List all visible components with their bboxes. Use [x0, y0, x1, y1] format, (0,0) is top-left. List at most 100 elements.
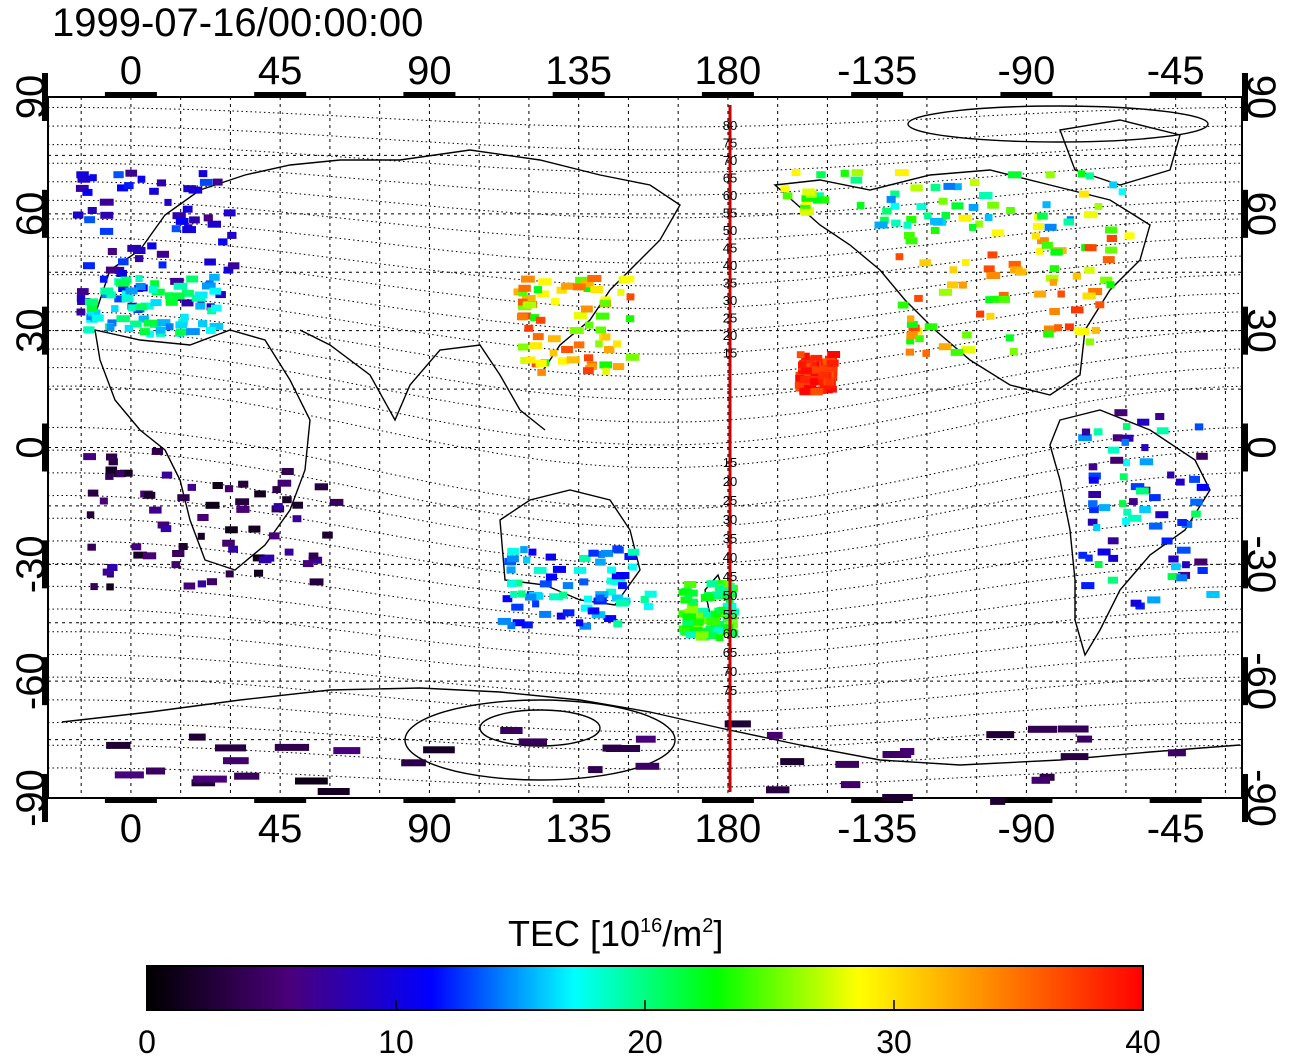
tec-cell: [401, 759, 426, 767]
tec-cell: [1167, 749, 1186, 757]
tec-cell: [1049, 308, 1060, 315]
tec-cell: [684, 608, 699, 616]
tec-cell: [1167, 573, 1181, 581]
tec-cell: [223, 209, 236, 217]
tec-cell: [796, 351, 805, 359]
magnetic-contour: [48, 144, 1243, 174]
tec-cell: [86, 304, 98, 312]
tec-cell: [591, 611, 606, 619]
tec-cell: [605, 745, 641, 752]
tec-cell: [715, 634, 724, 642]
tec-cell: [1189, 475, 1200, 483]
tec-cell: [557, 357, 570, 365]
tec-cell: [951, 202, 964, 210]
tec-cell: [202, 282, 216, 290]
tec-cell: [1057, 725, 1089, 733]
tec-cell: [914, 294, 923, 302]
tec-cell: [254, 490, 266, 498]
tec-cell: [83, 326, 95, 334]
tec-cell: [812, 196, 827, 204]
tec-cell: [292, 515, 302, 523]
tec-cell: [590, 286, 603, 293]
tec-cell: [1191, 510, 1201, 518]
tec-cell: [1123, 459, 1130, 467]
tec-cell: [292, 501, 303, 509]
magnetic-contour: [47, 218, 1243, 264]
tec-cell: [959, 281, 967, 289]
tec-cell: [588, 549, 599, 557]
tec-cell: [562, 609, 575, 617]
tec-cell: [223, 266, 234, 274]
magnetic-contour: [47, 767, 1243, 789]
tec-cell: [309, 578, 324, 586]
tec-cell: [175, 217, 189, 225]
tec-cell: [206, 578, 217, 586]
magnetic-contour: [47, 608, 1243, 659]
tec-cell: [322, 531, 333, 539]
tec-cell: [121, 295, 134, 303]
tec-cell: [531, 360, 539, 368]
tec-cell: [1036, 247, 1044, 255]
tec-cell: [84, 298, 99, 306]
tec-cell: [77, 288, 89, 296]
tec-cell: [688, 627, 703, 634]
tec-cell: [1135, 487, 1149, 495]
tec-cell: [950, 348, 964, 356]
tec-cell: [108, 458, 118, 466]
tec-cell: [106, 583, 114, 591]
tec-cell: [1088, 476, 1099, 484]
tec-cell: [84, 216, 96, 224]
tec-cell: [235, 498, 250, 506]
tec-cell: [766, 786, 790, 794]
tec-cell: [116, 315, 130, 323]
tec-cell: [165, 298, 178, 306]
tec-cell: [1137, 418, 1150, 426]
tec-cell: [150, 280, 159, 288]
tec-cell: [801, 194, 815, 202]
tec-cell: [188, 733, 206, 741]
tec-cell: [573, 341, 585, 349]
bottom-lon-tick-label: 90: [407, 807, 452, 851]
tec-cell: [1181, 520, 1193, 528]
bottom-lon-tick-mark: [552, 797, 605, 803]
tec-cell: [602, 744, 622, 752]
tec-cell: [891, 219, 901, 227]
tec-cell: [856, 202, 865, 209]
tec-cell: [600, 299, 611, 307]
tec-cell: [1008, 260, 1021, 268]
tec-cell: [523, 556, 531, 564]
tec-cell: [791, 169, 801, 176]
tec-cell: [706, 618, 720, 626]
tec-cell: [976, 310, 985, 318]
tec-cell: [516, 313, 528, 321]
tec-cell: [1156, 427, 1169, 435]
tec-cell: [1139, 506, 1151, 514]
tec-cell: [127, 244, 142, 252]
tec-cell: [263, 554, 275, 562]
tec-cell: [308, 556, 323, 564]
magnetic-contour: [47, 721, 1243, 751]
magnetic-contour: [47, 426, 1243, 510]
tec-cell: [1194, 423, 1204, 431]
tec-cell: [206, 326, 216, 334]
tec-cell: [825, 378, 833, 386]
top-lon-tick-mark: [1149, 92, 1202, 98]
tec-cell: [949, 266, 958, 274]
magnetic-contour: [47, 106, 1243, 128]
tec-cell: [794, 381, 804, 389]
tec-cell: [329, 498, 344, 506]
tec-cell: [1084, 266, 1095, 274]
contour-label-north: 40: [723, 258, 737, 273]
tec-cell: [688, 598, 698, 606]
tec-cell: [521, 275, 535, 283]
tec-cell: [1032, 223, 1045, 231]
tec-cell: [203, 214, 213, 222]
tec-cell: [87, 207, 97, 214]
tec-cell: [559, 591, 568, 599]
tec-cell: [900, 748, 915, 755]
tec-cell: [106, 291, 116, 299]
contour-label-north: 75: [723, 136, 737, 151]
tec-cell: [983, 265, 995, 273]
tec-cell: [99, 497, 108, 505]
